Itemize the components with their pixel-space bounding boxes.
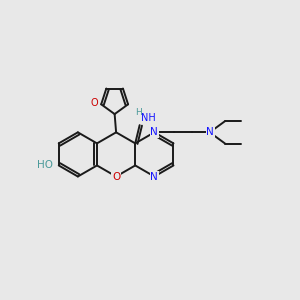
Text: HO: HO <box>38 160 53 170</box>
Text: N: N <box>151 127 158 137</box>
Text: N: N <box>206 127 214 137</box>
Text: NH: NH <box>141 113 156 123</box>
Text: N: N <box>151 172 158 182</box>
Text: H: H <box>135 108 142 117</box>
Text: O: O <box>90 98 98 108</box>
Text: O: O <box>112 172 120 182</box>
